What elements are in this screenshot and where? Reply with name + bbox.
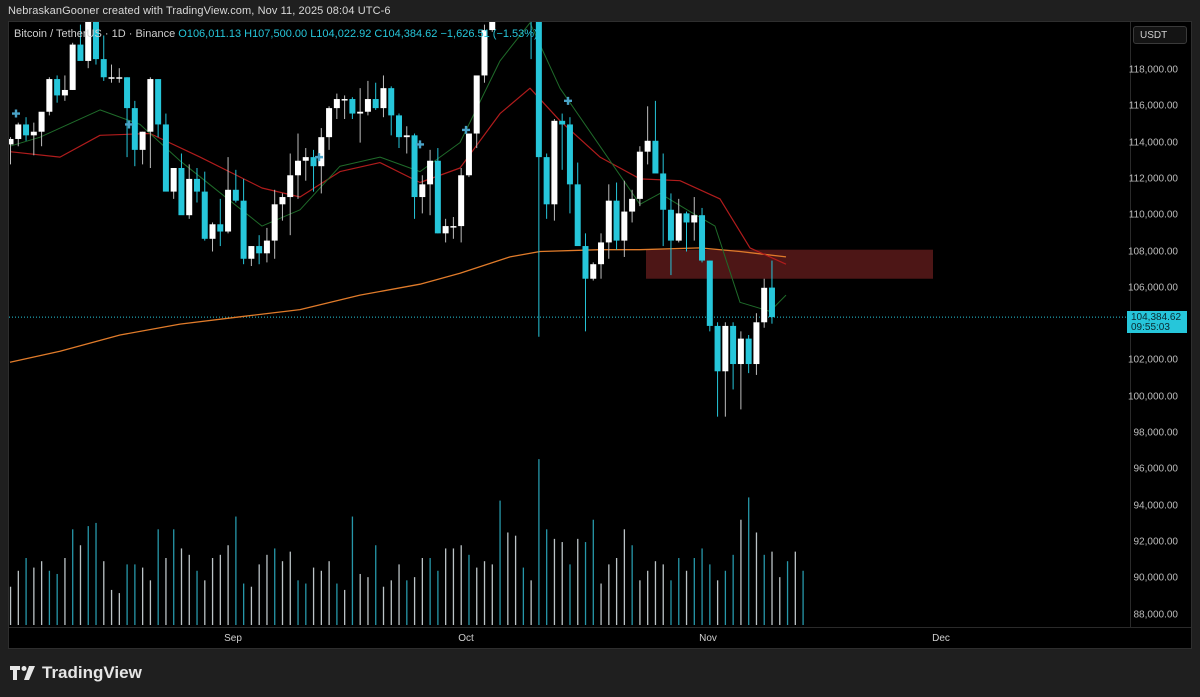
ohlc-open: O106,011.13 xyxy=(178,28,242,40)
price-tick: 110,000.00 xyxy=(1128,209,1178,221)
price-tick: 118,000.00 xyxy=(1128,64,1178,76)
price-tick: 90,000.00 xyxy=(1133,572,1179,584)
last-price-label: 104,384.62 09:55:03 xyxy=(1127,311,1187,333)
currency-button[interactable]: USDT xyxy=(1133,26,1187,44)
time-tick-sep: Sep xyxy=(224,633,242,644)
tradingview-logo[interactable]: TradingView xyxy=(10,663,142,683)
ohlc-high: H107,500.00 xyxy=(244,28,308,40)
price-tick: 106,000.00 xyxy=(1127,282,1178,294)
bar-countdown: 09:55:03 xyxy=(1131,322,1170,333)
chart-frame[interactable] xyxy=(8,21,1192,649)
price-tick: 96,000.00 xyxy=(1133,463,1179,475)
symbol-legend: Bitcoin / TetherUS · 1D · Binance O106,0… xyxy=(14,28,538,40)
price-tick: 88,000.00 xyxy=(1133,609,1179,620)
price-tick: 100,000.00 xyxy=(1127,391,1178,403)
ohlc-change: −1,626.51 (−1.53%) xyxy=(440,28,538,40)
ohlc-low: L104,022.92 xyxy=(310,28,372,40)
price-tick: 94,000.00 xyxy=(1133,500,1179,512)
time-tick-nov: Nov xyxy=(699,633,717,644)
last-price-value: 104,384.62 xyxy=(1131,312,1182,323)
price-tick: 98,000.00 xyxy=(1133,427,1179,439)
ohlc-close: C104,384.62 xyxy=(374,28,438,40)
time-axis[interactable]: Sep Oct Nov Dec xyxy=(9,627,1191,649)
price-tick: 92,000.00 xyxy=(1133,536,1179,548)
tradingview-logo-icon xyxy=(10,666,35,680)
price-tick: 102,000.00 xyxy=(1127,354,1178,366)
symbol-name[interactable]: Bitcoin / TetherUS · 1D · Binance xyxy=(14,28,176,40)
price-tick: 116,000.00 xyxy=(1128,100,1178,112)
chart-credit: NebraskanGooner created with TradingView… xyxy=(8,5,391,17)
price-tick: 112,000.00 xyxy=(1128,173,1178,185)
price-tick: 114,000.00 xyxy=(1128,137,1178,149)
brand-name: TradingView xyxy=(42,663,142,682)
price-tick: 108,000.00 xyxy=(1127,246,1178,257)
time-tick-oct: Oct xyxy=(458,633,474,644)
time-tick-dec: Dec xyxy=(932,633,950,644)
